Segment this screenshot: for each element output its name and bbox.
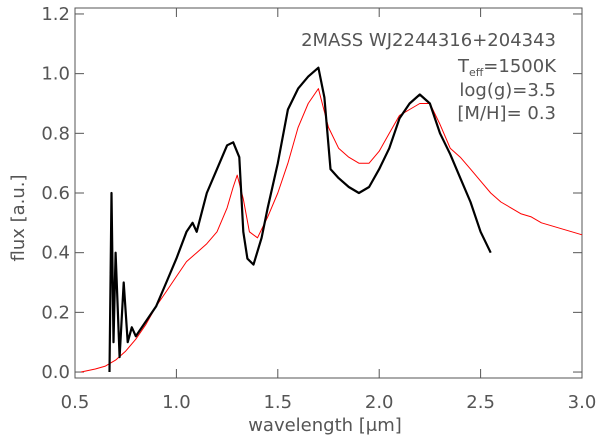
y-tick-label: 1.2 (41, 4, 70, 25)
x-tick-label: 1.5 (263, 392, 292, 413)
y-axis-label: flux [a.u.] (8, 174, 29, 261)
x-axis-label: wavelength [μm] (248, 415, 402, 436)
series-line-1 (80, 88, 583, 373)
y-tick-label: 1.0 (41, 64, 70, 85)
logg-label: log(g)=3.5 (459, 80, 556, 101)
series-line-2 (108, 66, 492, 373)
metallicity-label: [M/H]= 0.3 (457, 103, 556, 124)
teff-value: =1500K (483, 56, 557, 77)
x-tick-label: 3.0 (568, 392, 597, 413)
x-tick-label: 2.0 (365, 392, 394, 413)
teff-prefix: T (457, 56, 470, 77)
x-tick-label: 0.5 (61, 392, 90, 413)
y-tick-label: 0.8 (41, 123, 70, 144)
teff-subscript: eff (469, 66, 484, 79)
object-name-label: 2MASS WJ2244316+204343 (301, 30, 556, 51)
y-tick-label: 0.6 (41, 183, 70, 204)
y-tick-label: 0.2 (41, 302, 70, 323)
y-tick-label: 0.0 (41, 362, 70, 383)
annotation-block: 2MASS WJ2244316+204343 Teff=1500K log(g)… (301, 30, 557, 124)
x-tick-label: 2.5 (466, 392, 495, 413)
y-tick-label: 0.4 (41, 243, 70, 264)
teff-label: Teff=1500K (457, 56, 557, 79)
x-tick-label: 1.0 (162, 392, 191, 413)
